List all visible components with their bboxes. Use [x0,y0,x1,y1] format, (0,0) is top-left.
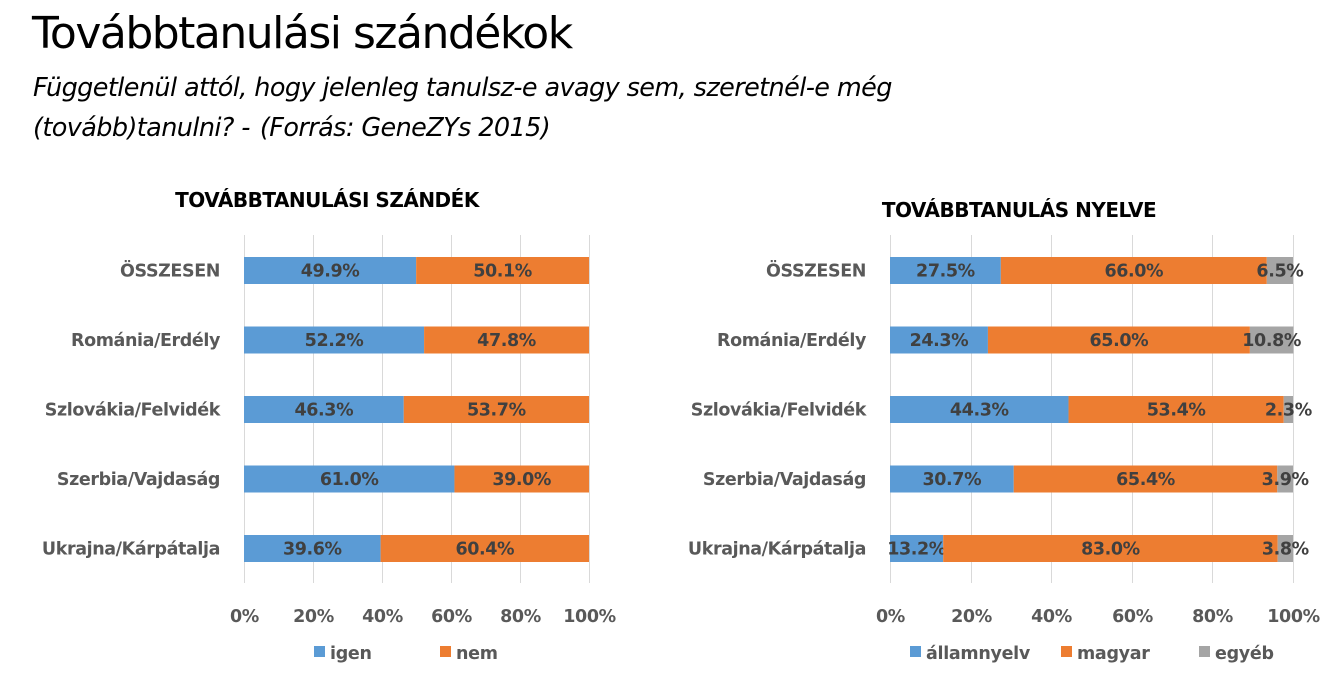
page-subtitle: Függetlenül attól, hogy jelenleg tanulsz… [33,68,892,148]
bar-segment [244,257,417,284]
category-label: ÖSSZESEN [120,260,220,282]
data-label: 60.4% [455,540,514,560]
chart-1: TOVÁBBTANULÁSI SZÁNDÉK 0% 20% 40% 60% 80% 100%… [42,188,616,664]
legend-label: nem [456,644,498,664]
x-tick-label: 80% [500,607,541,627]
subtitle-line-2: (tovább)tanulni? - [33,113,251,143]
bar-segment [890,326,988,354]
chart-title: TOVÁBBTANULÁSI SZÁNDÉK [175,188,481,212]
bar-segment [1277,535,1293,562]
legend-swatch [1061,646,1072,657]
bar-segment [1013,465,1278,493]
data-label: 2.3% [1265,401,1312,421]
legend-label: magyar [1077,644,1150,664]
x-tick-label: 0% [230,607,259,627]
chart-2: TOVÁBBTANULÁS NYELVE 0% 20% 40% 60% 80% 100% ÖS… [688,198,1320,664]
x-tick-label: 60% [431,607,472,627]
category-label: Ukrajna/Kárpátalja [688,540,866,560]
bar-segment [244,465,455,493]
bar-segment [403,396,589,423]
data-label: 53.7% [467,401,526,421]
bar-segment [1277,465,1293,493]
legend-label: igen [330,644,372,664]
x-tick-label: 80% [1192,607,1233,627]
data-label: 10.8% [1242,331,1301,351]
category-label: Románia/Erdély [717,331,867,351]
data-label: 39.0% [492,470,551,490]
data-label: 27.5% [916,262,975,282]
data-label: 49.9% [301,262,360,282]
category-label: Ukrajna/Kárpátalja [42,540,220,560]
category-label: Szlovákia/Felvidék [691,401,867,421]
bar-segment [943,535,1278,562]
bar-segment [890,535,944,562]
bar-segment [424,326,589,354]
bar-segment [987,326,1250,354]
data-label: 3.8% [1262,540,1309,560]
data-label: 6.5% [1256,262,1303,282]
page-title: Továbbtanulási szándékok [32,8,573,59]
subtitle-line-1: Függetlenül attól, hogy jelenleg tanulsz… [33,73,892,103]
legend-swatch [910,646,921,657]
bar-segment [890,257,1001,284]
data-label: 47.8% [477,331,536,351]
x-tick-label: 100% [563,607,615,627]
x-tick-label: 20% [951,607,992,627]
data-label: 50.1% [473,262,532,282]
bar-segment [1000,257,1267,284]
data-label: 46.3% [295,401,354,421]
bar-segment [380,535,589,562]
x-tick-label: 0% [876,607,905,627]
bar-segment [890,465,1014,493]
x-tick-label: 20% [293,607,334,627]
data-label: 24.3% [910,331,969,351]
data-label: 65.4% [1116,470,1175,490]
data-label: 61.0% [320,470,379,490]
x-tick-label: 60% [1112,607,1153,627]
bar-segment [1283,396,1293,423]
data-label: 13.2% [887,540,946,560]
bar-segment [244,326,425,354]
x-tick-label: 40% [362,607,403,627]
data-label: 3.9% [1262,470,1309,490]
data-label: 39.6% [283,540,342,560]
data-label: 65.0% [1090,331,1149,351]
legend-swatch [440,646,451,657]
data-label: 44.3% [950,401,1009,421]
legend-swatch [314,646,325,657]
data-label: 83.0% [1081,540,1140,560]
category-label: ÖSSZESEN [766,260,866,282]
bar-segment [890,396,1069,423]
bar-segment [244,535,381,562]
data-label: 66.0% [1104,262,1163,282]
bar-segment [454,465,589,493]
bar-segment [244,396,404,423]
category-label: Szerbia/Vajdaság [57,470,220,490]
x-tick-label: 40% [1031,607,1072,627]
category-label: Szerbia/Vajdaság [703,470,866,490]
bar-segment [1068,396,1284,423]
data-label: 53.4% [1147,401,1206,421]
bar-segment [1249,326,1294,354]
legend-label: egyéb [1215,644,1274,664]
bar-segment [416,257,589,284]
data-label: 30.7% [923,470,982,490]
x-tick-label: 100% [1267,607,1319,627]
legend-swatch [1199,646,1210,657]
category-label: Románia/Erdély [71,331,221,351]
source-note: (Forrás: GeneZYs 2015) [259,113,551,143]
legend-label: államnyelv [926,644,1031,664]
chart-title: TOVÁBBTANULÁS NYELVE [882,198,1156,222]
bar-segment [1266,257,1293,284]
data-label: 52.2% [305,331,364,351]
category-label: Szlovákia/Felvidék [45,401,221,421]
